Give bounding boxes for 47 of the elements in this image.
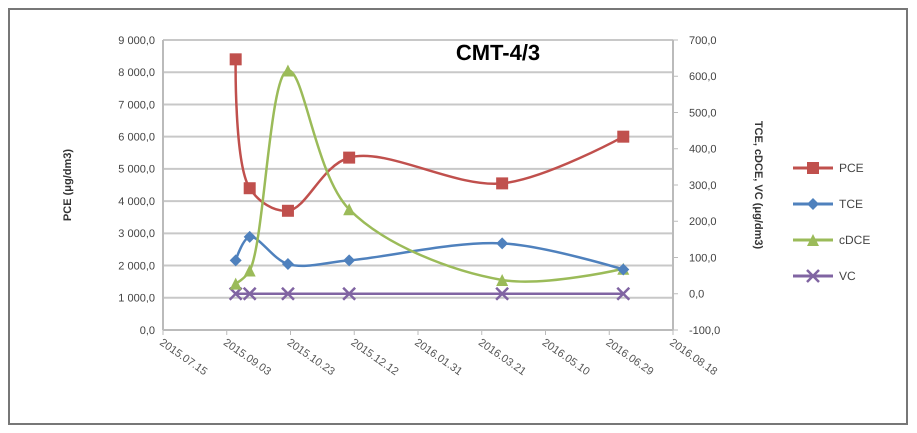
y-tick-label: 6 000,0	[118, 132, 155, 144]
y2-tick-label: -100,0	[689, 324, 720, 337]
point	[617, 130, 630, 143]
legend-label: cDCE	[839, 233, 870, 248]
point	[242, 286, 257, 301]
y2-tick-label: 400,0	[689, 144, 717, 156]
point	[230, 254, 242, 266]
y-tick-label: 2 000,0	[118, 260, 155, 272]
point	[342, 286, 356, 301]
chart-title: CMT-4/3	[456, 40, 540, 65]
point	[228, 286, 243, 301]
point	[496, 237, 508, 250]
point	[496, 177, 508, 190]
y-tick-label: 9 000,0	[118, 34, 155, 47]
y2-tick-label: 300,0	[689, 180, 717, 192]
y-tick-label: 1 000,0	[118, 292, 155, 305]
y-tick-label: 8 000,0	[118, 67, 155, 80]
point	[244, 182, 256, 194]
legend-label: VC	[839, 269, 856, 284]
point	[230, 278, 242, 290]
y-tick-label: 5 000,0	[118, 164, 155, 176]
y-tick-label: 7 000,0	[118, 99, 155, 112]
y2-tick-label: 500,0	[689, 107, 717, 120]
legend-label: PCE	[839, 161, 864, 176]
y-axis-title: PCE (μg/dm3)	[62, 148, 74, 222]
y2-tick-label: 0,0	[689, 288, 704, 301]
point	[282, 258, 294, 270]
y2-tick-label: 700,0	[689, 34, 717, 47]
point	[343, 203, 356, 216]
point	[244, 264, 256, 277]
y2-tick-label: 600,0	[689, 71, 717, 84]
point	[343, 152, 356, 164]
y-tick-label: 0,0	[140, 324, 155, 337]
point	[244, 230, 256, 243]
legend-label: TCE	[839, 197, 863, 212]
point	[343, 254, 356, 266]
point	[616, 286, 631, 301]
y2-axis-title: TCE, cDCE, VC (μg/dm3)	[752, 120, 764, 250]
point	[282, 204, 294, 217]
point	[280, 286, 296, 301]
point	[494, 286, 510, 301]
y2-tick-label: 100,0	[689, 252, 717, 264]
point	[496, 274, 508, 286]
y2-tick-label: 200,0	[689, 216, 717, 228]
point	[230, 53, 242, 66]
y-tick-label: 4 000,0	[118, 196, 155, 208]
y-tick-label: 3 000,0	[118, 228, 155, 240]
